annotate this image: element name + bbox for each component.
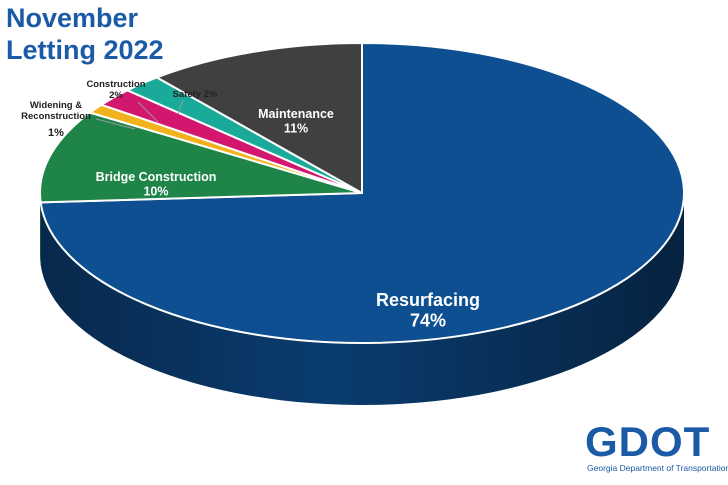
label-safety: Safety 2%: [173, 89, 218, 100]
leader-safety: [177, 99, 184, 115]
label-bridge-construction: Bridge Construction 10%: [96, 170, 217, 198]
pie-side: [40, 193, 685, 406]
title-line-1: November: [6, 3, 139, 33]
logo-wordmark: GDOT: [585, 418, 711, 465]
label-construction: Construction 2%: [86, 79, 145, 101]
pie-labels: Resurfacing 74% Bridge Construction 10% Main…: [21, 79, 480, 331]
title-line-2: Letting 2022: [6, 35, 164, 65]
label-maintenance: Maintenance 11%: [258, 107, 334, 135]
pie-top: [39, 42, 685, 344]
leader-widening: [95, 118, 136, 130]
slice-bridge-construction: [39, 111, 363, 204]
logo-subtitle: Georgia Department of Transportation: [587, 463, 728, 473]
gdot-logo: GDOT Georgia Department of Transportatio…: [585, 418, 728, 478]
chart-title: November Letting 2022: [6, 2, 164, 66]
leader-construction: [137, 101, 159, 123]
slice-maintenance: [155, 42, 363, 194]
side-shade: [40, 193, 41, 265]
label-resurfacing: Resurfacing 74%: [376, 290, 480, 331]
side-shade: [40, 193, 685, 406]
label-widening-reconstruction: Widening & Reconstruction: [21, 100, 91, 122]
label-widening-percent: 1%: [48, 127, 64, 139]
